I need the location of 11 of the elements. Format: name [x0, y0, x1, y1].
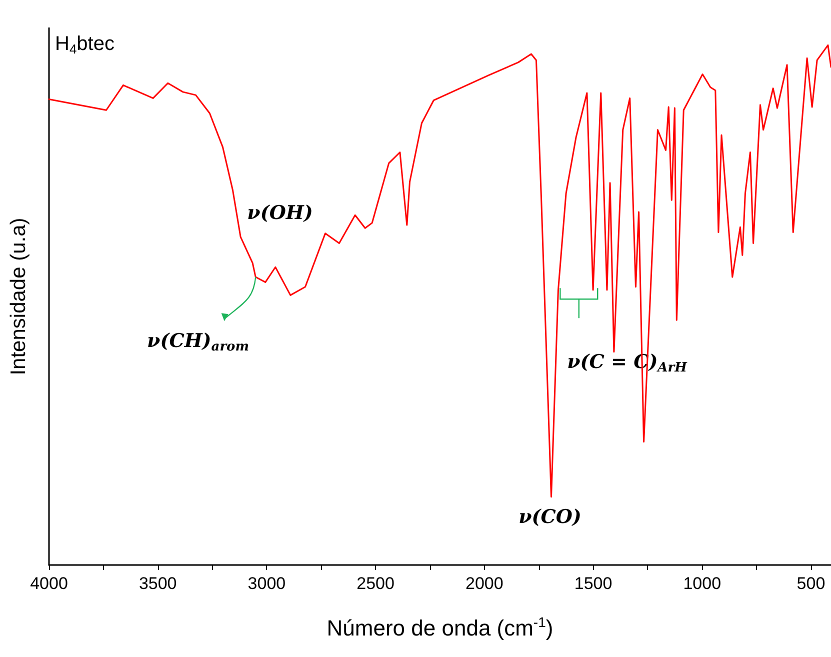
x-tick-label: 2500	[356, 574, 394, 593]
x-tick-label: 1500	[574, 574, 612, 593]
x-tick-label: 1000	[683, 574, 722, 593]
y-axis-title: Intensidade (u.a)	[7, 218, 30, 376]
x-tick-label: 500	[796, 574, 826, 593]
annotation: ν(OH)	[247, 202, 313, 224]
annotation: ν(CO)	[518, 506, 582, 528]
x-tick-label: 3000	[248, 574, 286, 593]
x-tick-label: 3500	[138, 574, 177, 593]
x-tick-label: 2000	[466, 574, 504, 593]
x-tick-label: 4000	[30, 574, 68, 593]
